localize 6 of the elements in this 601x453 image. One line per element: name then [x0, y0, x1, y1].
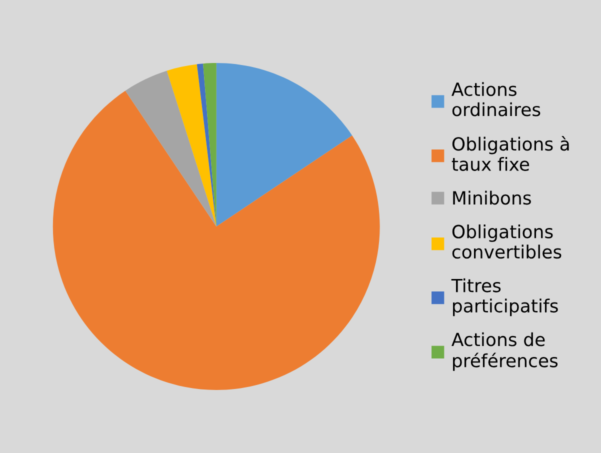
legend-label: Obligations convertibles: [452, 224, 562, 259]
legend-label: Minibons: [453, 190, 531, 205]
legend-label: Actions de préférences: [452, 332, 558, 371]
legend-label: Actions ordinaires: [452, 82, 540, 116]
legend-label: Obligations à taux fixe: [452, 136, 569, 171]
legend-label: Titres participatifs: [451, 278, 558, 316]
